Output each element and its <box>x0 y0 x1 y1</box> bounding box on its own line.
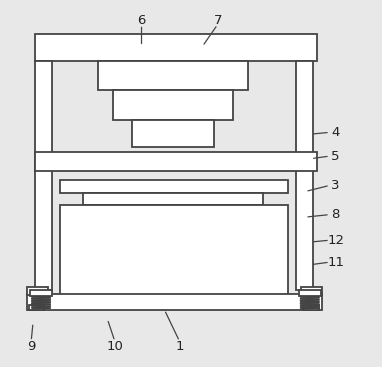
Bar <box>296 61 313 163</box>
Bar <box>296 163 313 290</box>
Bar <box>28 287 48 295</box>
Bar <box>35 152 317 171</box>
Text: 5: 5 <box>331 150 340 163</box>
Bar <box>301 287 322 295</box>
Bar <box>132 120 214 147</box>
Bar <box>83 193 263 206</box>
Text: 8: 8 <box>332 208 340 221</box>
Bar <box>29 305 44 310</box>
Text: 3: 3 <box>331 179 340 192</box>
Bar <box>31 290 52 296</box>
Bar <box>35 163 52 290</box>
Text: 12: 12 <box>327 234 344 247</box>
Text: 9: 9 <box>27 340 35 353</box>
Bar <box>35 61 52 163</box>
Text: 1: 1 <box>175 340 184 353</box>
Text: 7: 7 <box>214 14 222 27</box>
Bar <box>35 34 317 61</box>
Text: 11: 11 <box>327 255 344 269</box>
Text: 6: 6 <box>138 14 146 27</box>
Bar <box>98 61 248 90</box>
Bar <box>28 294 322 310</box>
Bar <box>299 290 321 296</box>
Text: 4: 4 <box>332 126 340 139</box>
Bar <box>60 180 288 193</box>
Text: 10: 10 <box>107 340 123 353</box>
Bar <box>113 90 233 120</box>
Bar <box>60 206 288 295</box>
Bar <box>303 305 319 310</box>
